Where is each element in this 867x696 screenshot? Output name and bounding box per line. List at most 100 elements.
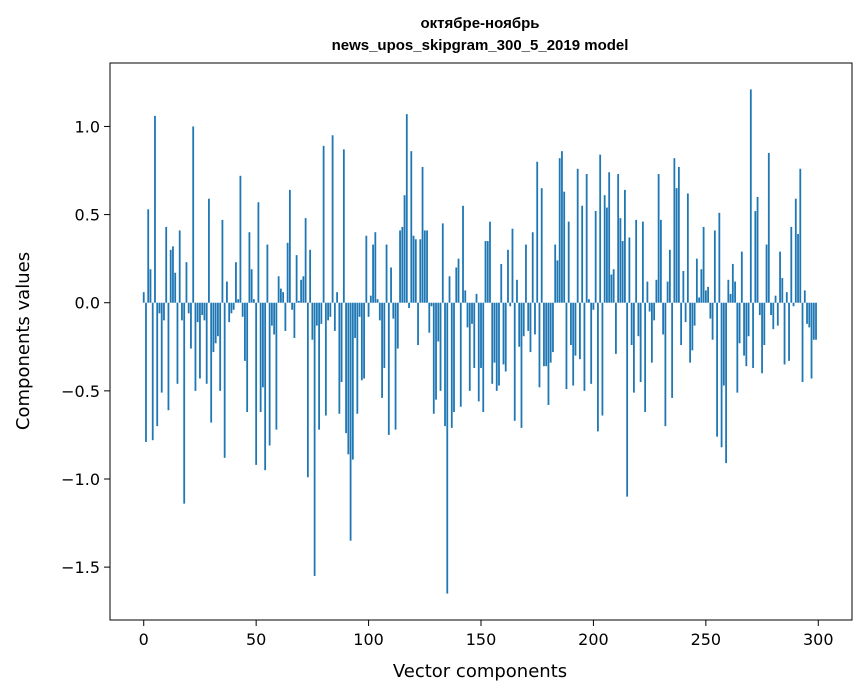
bar: [309, 249, 312, 303]
bar: [664, 302, 667, 427]
bar: [279, 288, 282, 303]
bar: [592, 302, 595, 310]
bar: [342, 149, 345, 303]
bar: [680, 302, 683, 346]
bar: [480, 302, 482, 368]
bar: [788, 302, 790, 361]
bar: [268, 302, 271, 446]
bar: [558, 158, 561, 303]
y-tick-label: −1.5: [61, 558, 100, 577]
bar: [572, 302, 575, 386]
bar: [601, 302, 604, 416]
bar: [210, 302, 213, 423]
x-axis-label: Vector components: [393, 661, 567, 682]
bar: [608, 172, 611, 303]
bar: [588, 299, 590, 303]
bar: [432, 302, 435, 414]
bar: [201, 302, 204, 316]
bar: [340, 302, 343, 383]
bar: [412, 235, 415, 303]
bar: [720, 302, 723, 448]
bar: [156, 302, 159, 427]
bar: [563, 191, 566, 303]
bar: [653, 302, 656, 321]
bar: [142, 292, 145, 303]
bar: [239, 175, 242, 303]
bar: [176, 302, 179, 384]
bar: [756, 196, 759, 303]
x-tick-label: 250: [691, 630, 722, 649]
bar: [349, 302, 352, 541]
bar: [617, 174, 620, 303]
bar: [536, 161, 539, 303]
bar: [743, 302, 745, 356]
bar: [408, 302, 410, 309]
bar: [493, 302, 496, 363]
bar: [606, 207, 608, 303]
bar: [576, 168, 579, 303]
y-tick-label: −1.0: [61, 470, 100, 489]
bar: [727, 279, 730, 303]
bar: [351, 302, 354, 460]
bar: [293, 302, 296, 338]
bar: [758, 302, 761, 316]
bar: [648, 302, 651, 312]
bar: [704, 290, 707, 303]
bar: [414, 239, 417, 303]
bar: [327, 302, 329, 321]
bar: [223, 302, 226, 458]
bar: [444, 302, 446, 427]
bar: [448, 276, 451, 303]
bar: [322, 145, 325, 303]
bar: [482, 302, 485, 412]
bar: [421, 167, 424, 303]
bar: [585, 174, 588, 303]
bar: [205, 302, 208, 384]
x-tick-label: 50: [246, 630, 266, 649]
bar: [752, 302, 754, 368]
bar: [423, 230, 426, 303]
bar: [677, 167, 680, 303]
bar: [633, 302, 635, 393]
bar: [747, 302, 750, 337]
bar: [270, 302, 273, 326]
bar: [399, 230, 401, 303]
bar: [799, 168, 802, 303]
bar: [671, 302, 674, 398]
bar: [392, 302, 395, 319]
bar: [163, 302, 165, 321]
bar: [304, 218, 307, 303]
bar: [266, 244, 269, 303]
bar: [196, 302, 199, 323]
bar: [693, 302, 696, 326]
x-tick-label: 0: [139, 630, 149, 649]
bar: [360, 302, 363, 381]
bar: [403, 195, 406, 303]
bar: [320, 302, 323, 324]
bar: [331, 135, 334, 303]
bar: [597, 302, 599, 432]
bar: [230, 302, 233, 314]
bar: [639, 302, 642, 383]
bar: [253, 299, 255, 303]
bar: [603, 195, 606, 303]
bar: [579, 302, 581, 360]
bar: [776, 302, 779, 326]
bar: [318, 302, 321, 430]
bar: [612, 269, 615, 303]
bar: [158, 302, 161, 314]
bar: [187, 302, 190, 314]
bar: [387, 302, 390, 435]
bar: [783, 302, 786, 365]
bar: [464, 290, 467, 303]
bar: [668, 249, 671, 303]
bar: [534, 302, 536, 335]
bar: [630, 302, 633, 346]
bar: [181, 302, 183, 321]
bar: [686, 193, 689, 303]
bar: [770, 302, 772, 316]
bar: [302, 276, 305, 303]
bar: [621, 241, 624, 303]
bar: [774, 295, 777, 303]
bar: [345, 302, 347, 434]
